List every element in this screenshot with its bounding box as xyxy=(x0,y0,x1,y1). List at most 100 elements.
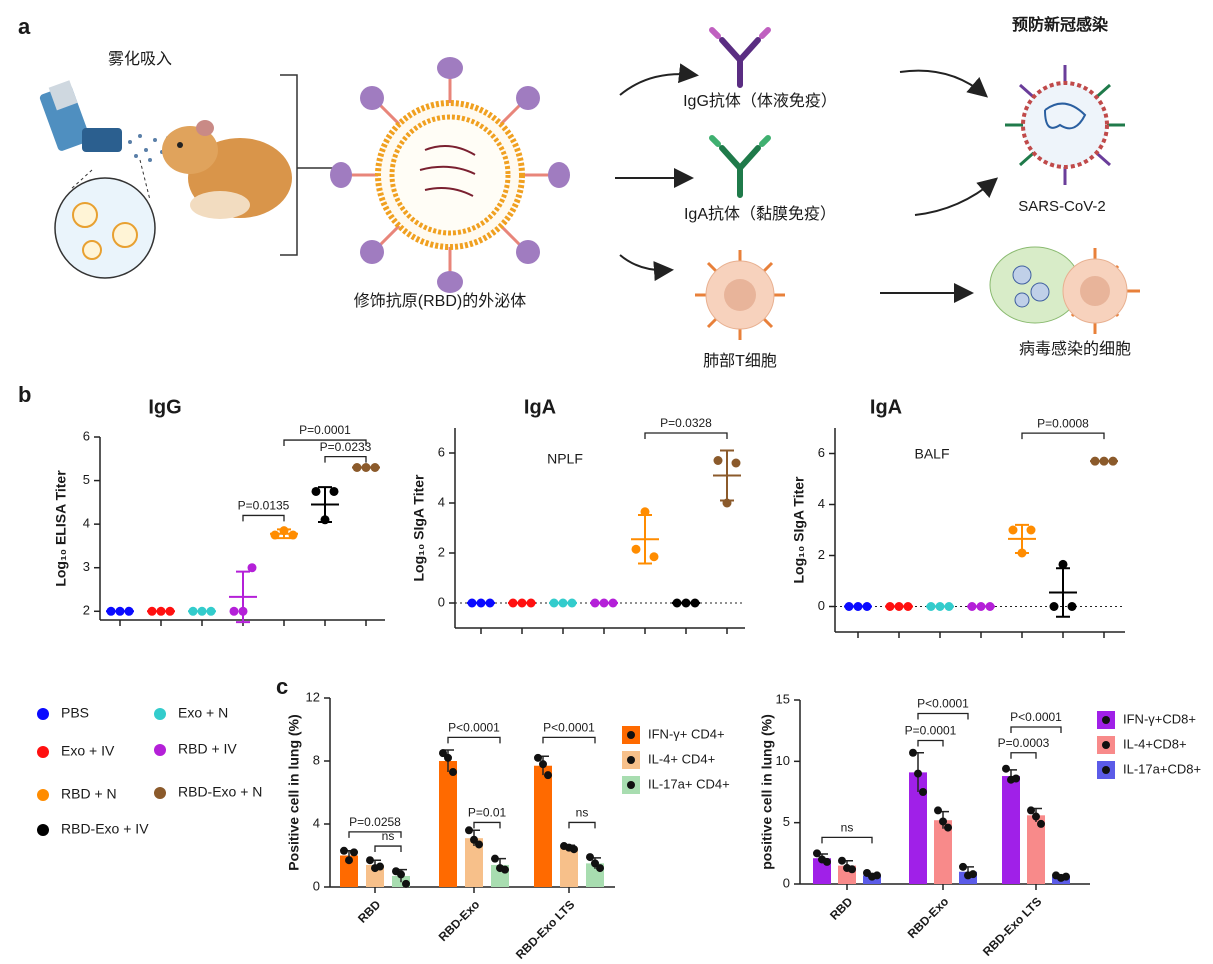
data-point xyxy=(649,552,659,562)
data-point xyxy=(939,817,947,826)
y-tick-label: 4 xyxy=(83,516,90,531)
data-point xyxy=(1062,872,1070,881)
bar xyxy=(1002,776,1020,884)
significance-bracket xyxy=(542,736,596,744)
x-tick-label: RBD-Exo LTS xyxy=(980,894,1044,958)
data-point xyxy=(838,856,846,865)
exosome xyxy=(330,57,570,293)
significance-bracket xyxy=(473,821,501,829)
data-point xyxy=(919,788,927,796)
y-tick-label: 8 xyxy=(313,752,320,767)
legend-label: RBD-Exo + N xyxy=(178,784,262,800)
igg-antibody xyxy=(709,27,771,88)
y-tick-label: 0 xyxy=(313,878,320,893)
legend-marker xyxy=(37,746,49,758)
significance-bracket xyxy=(917,712,969,720)
y-tick-label: 6 xyxy=(83,428,90,443)
data-point xyxy=(376,862,384,871)
y-tick-label: 12 xyxy=(306,689,320,704)
legend-dot xyxy=(1102,741,1110,749)
inhaler xyxy=(39,80,122,152)
error-bar xyxy=(720,449,734,502)
significance-label: P<0.0001 xyxy=(917,697,969,711)
y-axis-label: Positive cell in lung (%) xyxy=(286,714,302,870)
y-tick-label: 4 xyxy=(313,815,320,830)
significance-label: P<0.0001 xyxy=(448,721,500,735)
significance-bracket xyxy=(1010,726,1062,733)
data-point xyxy=(631,544,641,554)
significance-bracket xyxy=(1021,432,1105,440)
legend-marker xyxy=(37,708,49,720)
data-point xyxy=(491,854,499,863)
y-axis-label: positive cell in lung (%) xyxy=(759,714,775,870)
x-tick-label: RBD xyxy=(827,894,856,923)
y-tick-label: 6 xyxy=(818,445,825,460)
legend-marker xyxy=(154,744,166,756)
data-point xyxy=(475,840,483,849)
legend-label: IL-17a+ CD4+ xyxy=(648,776,730,791)
significance-bracket xyxy=(242,514,285,522)
data-point xyxy=(596,864,604,873)
data-point xyxy=(444,753,452,762)
legend-label: Exo + N xyxy=(178,705,228,721)
arrows xyxy=(615,63,999,303)
significance-bracket xyxy=(917,739,944,747)
bar xyxy=(934,820,952,884)
legend-label: IL-4+ CD4+ xyxy=(648,751,715,766)
legend-label: RBD + N xyxy=(61,786,117,802)
data-point xyxy=(366,856,374,865)
data-point xyxy=(470,835,478,844)
data-point xyxy=(247,563,257,573)
y-tick-label: 2 xyxy=(438,544,445,559)
data-point xyxy=(909,748,917,757)
y-tick-label: 0 xyxy=(818,598,825,613)
data-point xyxy=(311,486,321,496)
data-point xyxy=(229,606,239,616)
t-cell xyxy=(695,250,785,340)
bar xyxy=(439,761,457,887)
data-point xyxy=(439,749,447,758)
significance-label: ns xyxy=(576,806,589,820)
data-point xyxy=(1002,764,1010,773)
significance-bracket xyxy=(568,821,596,829)
data-point xyxy=(813,849,821,858)
legend-dot xyxy=(627,756,635,764)
data-point xyxy=(465,826,473,835)
y-tick-label: 3 xyxy=(83,559,90,574)
legend-marker xyxy=(154,708,166,720)
significance-bracket xyxy=(821,836,873,844)
significance-label: P=0.0258 xyxy=(349,815,401,829)
error-bar xyxy=(318,486,332,523)
data-point xyxy=(1049,602,1059,611)
x-tick-label: RBD xyxy=(355,897,384,926)
data-point xyxy=(1058,559,1068,569)
legend-label: PBS xyxy=(61,705,89,721)
data-point xyxy=(397,870,405,879)
y-tick-label: 0 xyxy=(783,875,790,890)
error-bar xyxy=(236,570,250,624)
bar xyxy=(560,847,578,887)
significance-bracket xyxy=(374,845,402,853)
data-point xyxy=(944,823,952,832)
legend-label: IL-17a+CD8+ xyxy=(1123,761,1201,776)
y-axis-label: Log₁₀ ELISA Titer xyxy=(53,470,69,587)
virus xyxy=(1005,65,1125,185)
bar xyxy=(909,772,927,884)
significance-label: P=0.01 xyxy=(468,806,507,820)
significance-label: P=0.0001 xyxy=(299,423,351,437)
y-tick-label: 5 xyxy=(783,814,790,829)
data-point xyxy=(539,760,547,769)
legend-marker xyxy=(37,824,49,836)
legend-marker xyxy=(37,789,49,801)
data-point xyxy=(501,865,509,874)
chart-subtitle: NPLF xyxy=(547,451,583,467)
data-point xyxy=(934,806,942,815)
diagram-label: 雾化吸入 xyxy=(108,50,172,68)
y-axis-label: Log₁₀ SIgA Titer xyxy=(791,476,807,584)
diagram-label: 肺部T细胞 xyxy=(703,352,777,370)
significance-label: P=0.0135 xyxy=(238,499,290,513)
data-point xyxy=(449,768,457,777)
chart-subtitle: BALF xyxy=(914,446,949,462)
y-tick-label: 4 xyxy=(818,496,825,511)
y-tick-label: 2 xyxy=(83,603,90,618)
